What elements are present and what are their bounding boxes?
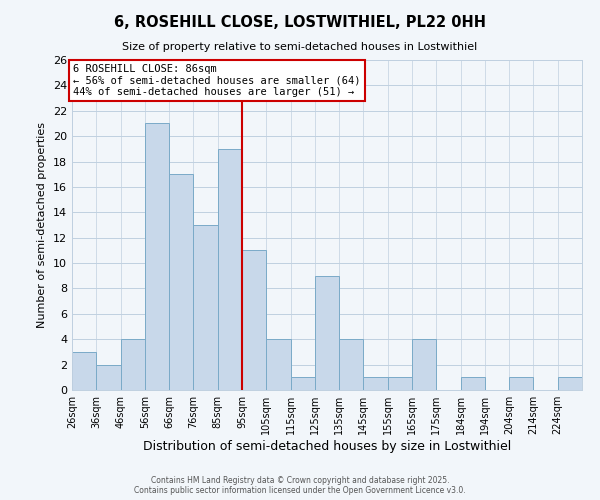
Bar	[96, 364, 121, 390]
Text: 6, ROSEHILL CLOSE, LOSTWITHIEL, PL22 0HH: 6, ROSEHILL CLOSE, LOSTWITHIEL, PL22 0HH	[114, 15, 486, 30]
Bar	[290, 378, 315, 390]
Bar	[509, 378, 533, 390]
Bar	[242, 250, 266, 390]
Bar	[121, 339, 145, 390]
Y-axis label: Number of semi-detached properties: Number of semi-detached properties	[37, 122, 47, 328]
Text: Contains HM Land Registry data © Crown copyright and database right 2025.
Contai: Contains HM Land Registry data © Crown c…	[134, 476, 466, 495]
Bar	[218, 149, 242, 390]
Bar	[145, 124, 169, 390]
Bar	[339, 339, 364, 390]
Bar	[558, 378, 582, 390]
Bar	[72, 352, 96, 390]
Bar	[388, 378, 412, 390]
Bar	[315, 276, 339, 390]
X-axis label: Distribution of semi-detached houses by size in Lostwithiel: Distribution of semi-detached houses by …	[143, 440, 511, 453]
Text: Size of property relative to semi-detached houses in Lostwithiel: Size of property relative to semi-detach…	[122, 42, 478, 52]
Bar	[461, 378, 485, 390]
Bar	[412, 339, 436, 390]
Bar	[169, 174, 193, 390]
Bar	[193, 225, 218, 390]
Bar	[266, 339, 290, 390]
Text: 6 ROSEHILL CLOSE: 86sqm
← 56% of semi-detached houses are smaller (64)
44% of se: 6 ROSEHILL CLOSE: 86sqm ← 56% of semi-de…	[73, 64, 361, 97]
Bar	[364, 378, 388, 390]
